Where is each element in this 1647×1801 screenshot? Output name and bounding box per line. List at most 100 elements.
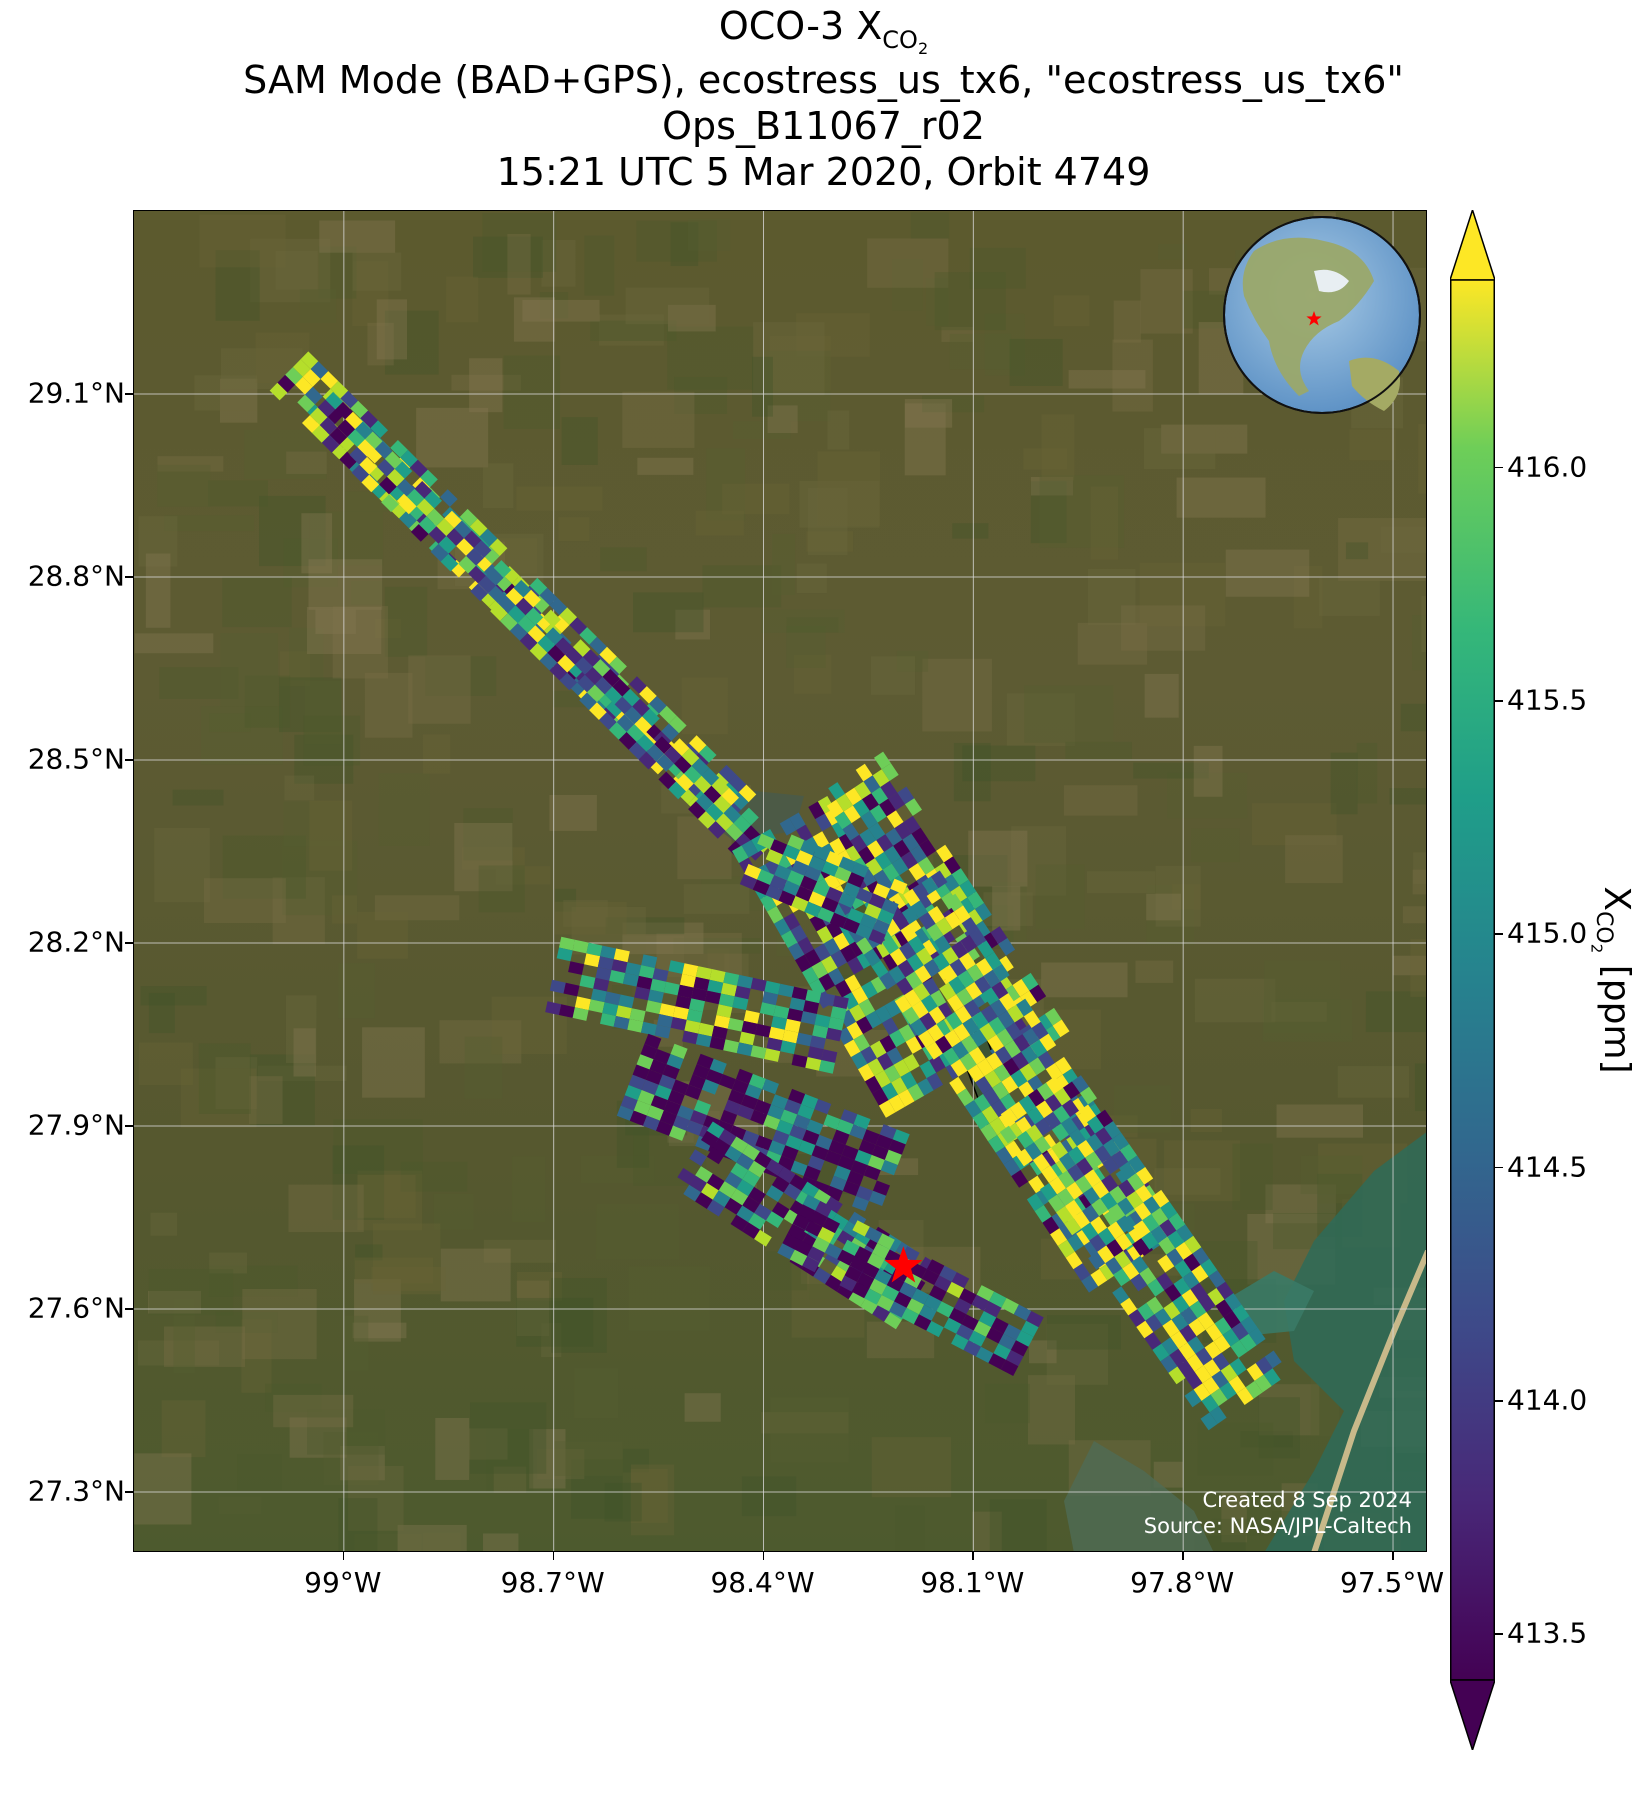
terrain-patch <box>367 322 394 366</box>
xco2-footprint <box>843 805 861 824</box>
xco2-footprint <box>600 1013 616 1027</box>
xco2-footprint <box>636 975 653 990</box>
xco2-footprint <box>821 861 839 877</box>
xco2-footprint <box>712 1138 731 1156</box>
xco2-footprint <box>762 991 779 1006</box>
xco2-footprint <box>838 832 856 850</box>
terrain-patch <box>1421 596 1426 653</box>
terrain-patch <box>371 1267 446 1291</box>
xco2-footprint <box>867 840 884 859</box>
xco2-footprint <box>888 965 906 984</box>
xco2-footprint <box>911 1000 929 1019</box>
xco2-footprint <box>676 1105 694 1121</box>
terrain-patch <box>753 322 825 396</box>
xco2-footprint <box>1150 1225 1168 1244</box>
xco2-footprint <box>629 1008 646 1022</box>
xco2-footprint <box>1195 1347 1213 1366</box>
xco2-footprint <box>868 929 886 945</box>
xco2-footprint <box>1083 1187 1101 1205</box>
xco2-footprint <box>868 893 886 909</box>
xco2-footprint <box>872 1243 890 1260</box>
xco2-footprint <box>942 947 959 965</box>
xco2-footprint <box>654 736 672 754</box>
xco2-footprint <box>693 976 710 991</box>
colorbar <box>1450 210 1495 1750</box>
xco2-footprint <box>500 613 518 631</box>
xco2-footprint <box>830 1213 849 1231</box>
map-panel[interactable]: Created 8 Sep 2024 Source: NASA/JPL-Calt… <box>133 210 1427 1552</box>
xco2-footprint <box>649 1059 667 1075</box>
xco2-footprint <box>935 917 953 936</box>
xco2-footprint <box>1026 1193 1044 1212</box>
terrain-patch <box>283 801 346 847</box>
xco2-footprint <box>1091 1198 1109 1217</box>
colorbar-extend-bottom <box>1450 1679 1495 1750</box>
xco2-footprint <box>908 935 926 954</box>
xco2-footprint <box>815 1134 833 1151</box>
xco2-footprint <box>769 874 788 891</box>
xco2-footprint <box>784 1018 801 1033</box>
xco2-footprint <box>1016 1330 1034 1347</box>
xco2-footprint <box>904 989 921 1007</box>
xco2-footprint <box>1203 1359 1221 1377</box>
xco2-footprint <box>1021 1045 1038 1064</box>
terrain-patch <box>318 246 357 299</box>
terrain-patch <box>541 1323 562 1358</box>
terrain-patch <box>892 259 923 311</box>
xco2-footprint <box>618 994 635 1009</box>
xco2-footprint <box>1107 1221 1125 1240</box>
xco2-footprint <box>875 1134 893 1150</box>
xco2-footprint <box>872 769 890 788</box>
terrain-patch <box>761 609 845 633</box>
terrain-patch <box>486 1429 534 1492</box>
xco2-footprint <box>589 636 607 655</box>
xco2-footprint <box>1006 1004 1024 1023</box>
xco2-footprint <box>779 818 797 836</box>
terrain-patch <box>516 1280 550 1337</box>
terrain-patch <box>769 335 831 391</box>
terrain-patch <box>157 456 224 472</box>
xco2-footprint <box>851 986 869 1005</box>
terrain-patch <box>522 299 600 322</box>
xco2-footprint <box>670 1017 687 1031</box>
terrain-patch <box>1146 884 1194 946</box>
terrain-patch <box>1027 1375 1076 1445</box>
xco2-footprint <box>1075 1175 1093 1194</box>
xco2-footprint <box>844 1039 861 1058</box>
xco2-footprint <box>1085 1151 1103 1170</box>
terrain-patch <box>1197 1422 1274 1476</box>
xco2-footprint <box>1001 1075 1019 1094</box>
terrain-patch <box>364 672 413 738</box>
xco2-footprint <box>762 1078 779 1095</box>
xco2-footprint <box>555 637 573 655</box>
terrain-patch <box>793 654 832 694</box>
lat-tick-label: 29.1°N <box>27 376 125 410</box>
terrain-patch <box>590 320 677 342</box>
xco2-footprint <box>718 993 735 1008</box>
xco2-footprint <box>656 1120 673 1136</box>
terrain-patch <box>580 1155 655 1183</box>
xco2-footprint <box>1036 1082 1054 1101</box>
xco2-footprint <box>1051 1123 1069 1142</box>
terrain-patch <box>1154 1168 1221 1195</box>
xco2-footprint <box>1071 1075 1089 1093</box>
xco2-footprint <box>826 920 843 939</box>
xco2-footprint <box>1187 1336 1205 1354</box>
xco2-footprint <box>750 1109 768 1125</box>
xco2-footprint <box>1209 1406 1227 1424</box>
xco2-footprint <box>730 1136 749 1154</box>
xco2-footprint <box>922 977 940 996</box>
xco2-footprint <box>1188 1318 1206 1337</box>
terrain-patch <box>984 313 1025 376</box>
terrain-patch <box>1319 578 1380 616</box>
xco2-footprint <box>754 1203 772 1221</box>
xco2-footprint <box>863 948 881 967</box>
xco2-footprint <box>990 999 1007 1017</box>
xco2-footprint <box>884 1312 902 1330</box>
xco2-footprint <box>604 991 621 1006</box>
xco2-footprint <box>964 1100 982 1118</box>
xco2-footprint <box>703 785 722 804</box>
terrain-patch <box>989 1499 1047 1551</box>
xco2-footprint <box>754 1151 772 1169</box>
xco2-footprint <box>899 1281 917 1299</box>
